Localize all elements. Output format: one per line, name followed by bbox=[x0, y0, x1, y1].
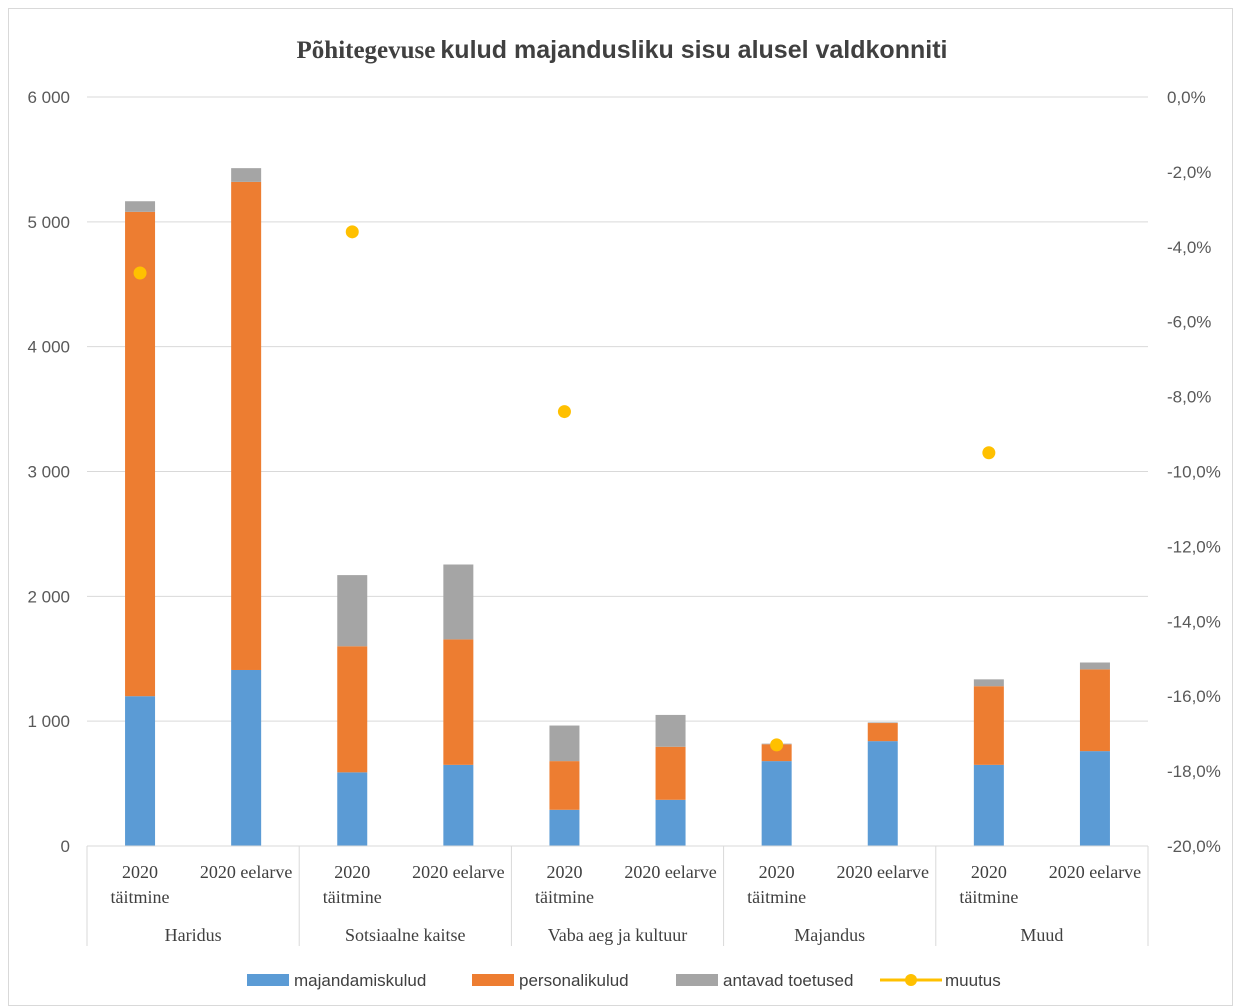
y-right-tick-label: -10,0% bbox=[1167, 463, 1221, 482]
bars bbox=[125, 168, 1110, 846]
category-label: täitmine bbox=[959, 887, 1018, 907]
muutus-point bbox=[557, 405, 571, 419]
bar-segment-antavad-toetused bbox=[1079, 662, 1110, 670]
bar-segment-personalikulud bbox=[337, 646, 368, 773]
y-left-tick-label: 4 000 bbox=[27, 338, 70, 357]
y-left-tick-label: 3 000 bbox=[27, 463, 70, 482]
muutus-points bbox=[133, 225, 996, 752]
y-right-tick-label: -8,0% bbox=[1167, 388, 1211, 407]
category-label: 2020 bbox=[546, 862, 582, 882]
y-left-tick-label: 5 000 bbox=[27, 213, 70, 232]
group-label: Haridus bbox=[165, 925, 222, 945]
muutus-point bbox=[133, 266, 147, 280]
y-left-tick-label: 0 bbox=[61, 837, 70, 856]
y-right-tick-label: -16,0% bbox=[1167, 687, 1221, 706]
chart-frame bbox=[8, 8, 1233, 1006]
bar-segment-personalikulud bbox=[761, 744, 792, 762]
bar-segment-personalikulud bbox=[1079, 669, 1110, 752]
bar-segment-majandamiskulud bbox=[231, 669, 262, 846]
bar-segment-majandamiskulud bbox=[973, 764, 1004, 846]
bar-segment-majandamiskulud bbox=[443, 764, 474, 846]
bar-segment-antavad-toetused bbox=[549, 725, 580, 762]
legend-swatch bbox=[472, 974, 514, 986]
bar-segment-majandamiskulud bbox=[337, 772, 368, 846]
y-left-tick-label: 6 000 bbox=[27, 88, 70, 107]
legend-swatch bbox=[676, 974, 718, 986]
y-left-tick-label: 1 000 bbox=[27, 712, 70, 731]
bar-segment-personalikulud bbox=[125, 211, 156, 697]
bar-segment-personalikulud bbox=[549, 761, 580, 810]
category-label: 2020 bbox=[759, 862, 795, 882]
group-label: Muud bbox=[1020, 925, 1063, 945]
group-label: Vaba aeg ja kultuur bbox=[548, 925, 687, 945]
legend-label: muutus bbox=[945, 971, 1001, 990]
category-label: 2020 eelarve bbox=[624, 862, 716, 882]
bar-segment-majandamiskulud bbox=[549, 809, 580, 846]
category-label: 2020 bbox=[122, 862, 158, 882]
legend-swatch bbox=[247, 974, 289, 986]
bar-segment-majandamiskulud bbox=[1079, 751, 1110, 846]
category-label: 2020 eelarve bbox=[1049, 862, 1141, 882]
category-label: 2020 bbox=[334, 862, 370, 882]
y-right-tick-label: -14,0% bbox=[1167, 612, 1221, 631]
legend-label: majandamiskulud bbox=[294, 971, 426, 990]
y-axis-right: -20,0% -18,0% -16,0% -14,0% -12,0% -10,0% -8,0… bbox=[1167, 88, 1221, 856]
y-right-tick-label: 0,0% bbox=[1167, 88, 1206, 107]
chart-title: Põhitegevuse kulud majandusliku sisu alus… bbox=[297, 36, 948, 64]
category-label: täitmine bbox=[323, 887, 382, 907]
bar-segment-antavad-toetused bbox=[443, 564, 474, 640]
legend-label: antavad toetused bbox=[723, 971, 853, 990]
y-right-tick-label: -18,0% bbox=[1167, 762, 1221, 781]
category-label: 2020 eelarve bbox=[200, 862, 292, 882]
legend-marker bbox=[905, 974, 917, 986]
bar-segment-personalikulud bbox=[655, 746, 686, 800]
category-label: täitmine bbox=[111, 887, 170, 907]
bar-segment-antavad-toetused bbox=[337, 575, 368, 647]
category-label: 2020 eelarve bbox=[837, 862, 929, 882]
muutus-point bbox=[770, 738, 784, 752]
bar-segment-personalikulud bbox=[867, 723, 898, 742]
bar-segment-majandamiskulud bbox=[867, 741, 898, 846]
y-right-tick-label: -12,0% bbox=[1167, 537, 1221, 556]
legend: majandamiskulud personalikulud antavad toe… bbox=[247, 971, 1001, 990]
bar-segment-personalikulud bbox=[973, 686, 1004, 765]
bar-segment-majandamiskulud bbox=[761, 761, 792, 846]
category-label: täitmine bbox=[535, 887, 594, 907]
group-label: Sotsiaalne kaitse bbox=[345, 925, 465, 945]
legend-label: personalikulud bbox=[519, 971, 629, 990]
category-label: 2020 bbox=[971, 862, 1007, 882]
x-axis: 2020 täitmine 2020 eelarve 2020 täitmine 2020… bbox=[86, 845, 1149, 946]
category-label: täitmine bbox=[747, 887, 806, 907]
bar-segment-antavad-toetused bbox=[655, 714, 686, 747]
y-axis-left: 0 1 000 2 000 3 000 4 000 5 000 6 000 bbox=[27, 88, 70, 856]
muutus-point bbox=[982, 446, 996, 460]
muutus-point bbox=[345, 225, 359, 239]
gridlines bbox=[87, 96, 1148, 722]
bar-segment-personalikulud bbox=[443, 639, 474, 765]
bar-segment-personalikulud bbox=[231, 181, 262, 670]
y-right-tick-label: -2,0% bbox=[1167, 163, 1211, 182]
y-right-tick-label: -4,0% bbox=[1167, 238, 1211, 257]
y-right-tick-label: -6,0% bbox=[1167, 313, 1211, 332]
y-right-tick-label: -20,0% bbox=[1167, 837, 1221, 856]
y-left-tick-label: 2 000 bbox=[27, 587, 70, 606]
bar-segment-antavad-toetused bbox=[973, 679, 1004, 687]
bar-segment-antavad-toetused bbox=[867, 722, 898, 724]
group-label: Majandus bbox=[794, 925, 865, 945]
category-label: 2020 eelarve bbox=[412, 862, 504, 882]
bar-segment-majandamiskulud bbox=[125, 696, 156, 846]
bar-segment-antavad-toetused bbox=[125, 201, 156, 212]
bar-segment-majandamiskulud bbox=[655, 799, 686, 846]
bar-segment-antavad-toetused bbox=[231, 168, 262, 182]
